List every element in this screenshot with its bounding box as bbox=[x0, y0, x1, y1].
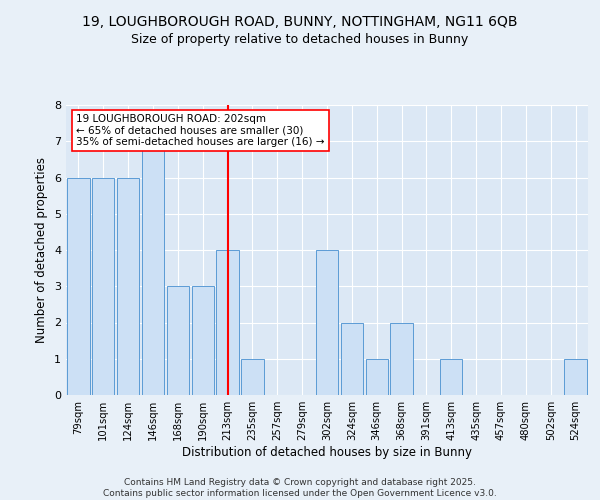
Bar bbox=[565, 359, 587, 395]
Text: 19, LOUGHBOROUGH ROAD, BUNNY, NOTTINGHAM, NG11 6QB: 19, LOUGHBOROUGH ROAD, BUNNY, NOTTINGHAM… bbox=[82, 15, 518, 29]
Bar bbox=[365, 359, 388, 395]
Bar bbox=[341, 322, 363, 395]
Bar bbox=[142, 142, 164, 395]
Y-axis label: Number of detached properties: Number of detached properties bbox=[35, 157, 49, 343]
Bar bbox=[92, 178, 115, 395]
Bar bbox=[117, 178, 139, 395]
Bar bbox=[191, 286, 214, 395]
Text: Contains HM Land Registry data © Crown copyright and database right 2025.
Contai: Contains HM Land Registry data © Crown c… bbox=[103, 478, 497, 498]
Bar bbox=[316, 250, 338, 395]
Bar bbox=[440, 359, 463, 395]
Bar bbox=[217, 250, 239, 395]
X-axis label: Distribution of detached houses by size in Bunny: Distribution of detached houses by size … bbox=[182, 446, 472, 459]
Bar bbox=[241, 359, 263, 395]
Text: Size of property relative to detached houses in Bunny: Size of property relative to detached ho… bbox=[131, 32, 469, 46]
Bar bbox=[67, 178, 89, 395]
Bar bbox=[391, 322, 413, 395]
Bar bbox=[167, 286, 189, 395]
Text: 19 LOUGHBOROUGH ROAD: 202sqm
← 65% of detached houses are smaller (30)
35% of se: 19 LOUGHBOROUGH ROAD: 202sqm ← 65% of de… bbox=[76, 114, 325, 147]
